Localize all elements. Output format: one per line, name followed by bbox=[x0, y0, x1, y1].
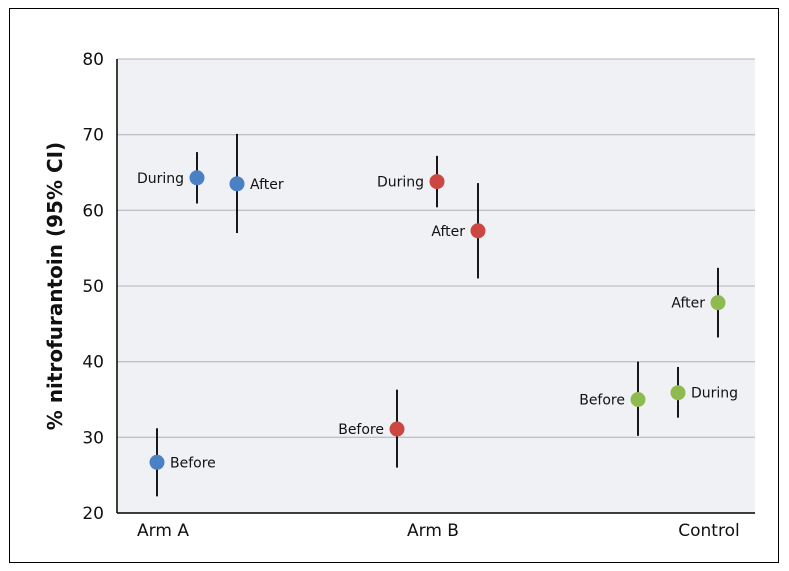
point-arm-b-after bbox=[470, 223, 486, 239]
data-marks: Before During After Before During After Before… bbox=[137, 133, 738, 497]
point-arm-a-during bbox=[189, 170, 205, 186]
point-arm-a-after bbox=[229, 176, 245, 192]
y-tick-label-40: 40 bbox=[82, 353, 104, 373]
y-tick-label-50: 50 bbox=[82, 277, 104, 297]
point-label-control-during: During bbox=[691, 386, 738, 402]
point-label-arm-b-before: Before bbox=[338, 422, 384, 438]
point-arm-b-during bbox=[429, 174, 445, 190]
y-tick-labels: 20 30 40 50 60 70 80 bbox=[82, 50, 104, 524]
point-label-arm-b-during: During bbox=[377, 175, 424, 191]
point-arm-a-before bbox=[149, 454, 165, 470]
x-tick-labels: Arm A Arm B Control bbox=[137, 521, 740, 541]
gridlines bbox=[117, 58, 755, 438]
point-control-before bbox=[630, 392, 646, 407]
y-tick-label-30: 30 bbox=[82, 428, 104, 448]
y-tick-label-70: 70 bbox=[82, 126, 104, 146]
point-label-arm-a-before: Before bbox=[170, 455, 216, 471]
y-tick-label-60: 60 bbox=[82, 201, 104, 221]
x-tick-label-arm-b: Arm B bbox=[407, 521, 459, 541]
point-label-arm-b-after: After bbox=[431, 224, 465, 240]
y-tick-label-80: 80 bbox=[82, 50, 104, 70]
point-label-arm-a-after: After bbox=[250, 177, 284, 193]
point-control-during bbox=[670, 385, 686, 401]
point-label-arm-a-during: During bbox=[137, 171, 184, 187]
y-tick-label-20: 20 bbox=[82, 504, 104, 524]
x-tick-label-arm-a: Arm A bbox=[137, 521, 189, 541]
y-axis-title: % nitrofurantoin (95% CI) bbox=[43, 142, 67, 430]
point-arm-b-before bbox=[389, 421, 405, 437]
x-tick-label-control: Control bbox=[678, 521, 739, 541]
point-label-control-after: After bbox=[671, 296, 705, 312]
point-control-after bbox=[710, 295, 726, 311]
point-label-control-before: Before bbox=[579, 393, 625, 409]
